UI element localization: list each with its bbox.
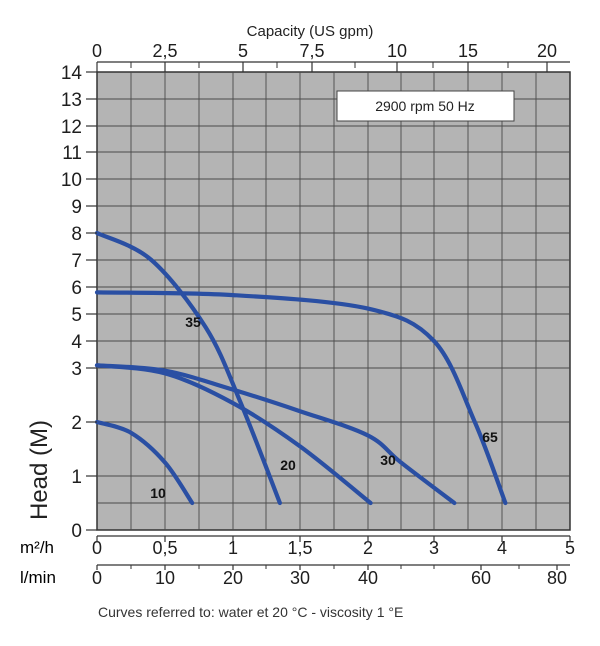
footnote: Curves referred to: water et 20 °C - vis… [98,604,403,620]
m3h-axis: 0 0,5 1 1,5 2 3 4 5 [92,535,575,558]
curve-label-20: 20 [280,457,296,473]
pump-curves [94,230,508,506]
curve-label-65: 65 [482,429,498,445]
y-tick-label: 6 [71,278,82,299]
m3h-tick-label: 3 [429,538,439,558]
y-tick-label: 8 [71,224,82,245]
lmin-tick-label: 20 [223,568,243,588]
top-axis-label: Capacity (US gpm) [247,23,374,40]
top-axis: 0 2,5 5 7,5 10 15 20 [92,41,570,72]
y-tick-label: 14 [61,63,83,84]
lmin-axis: 0 10 20 30 40 60 80 [92,564,570,588]
top-tick-label: 2,5 [152,41,177,61]
m3h-tick-label: 0,5 [152,538,177,558]
lmin-tick-label: 10 [155,568,175,588]
top-tick-label: 20 [537,41,557,61]
y-tick-label: 3 [71,359,82,380]
lmin-axis-label: l/min [20,568,56,587]
m3h-tick-label: 4 [497,538,507,558]
lmin-tick-label: 80 [547,568,567,588]
m3h-tick-label: 2 [363,538,373,558]
m3h-tick-label: 5 [565,538,575,558]
m3h-axis-label: m²/h [20,538,54,557]
curve-label-30: 30 [380,452,396,468]
y-tick-label: 7 [71,251,82,272]
y-tick-label: 5 [71,305,82,326]
m3h-tick-label: 1,5 [287,538,312,558]
lmin-tick-label: 40 [358,568,378,588]
y-tick-label: 13 [61,90,82,111]
y-tick-label: 10 [61,170,82,191]
curve-labels: 10 20 30 35 65 [150,314,498,501]
lmin-tick-label: 60 [471,568,491,588]
top-tick-label: 7,5 [299,41,324,61]
y-tick-label: 12 [61,117,82,138]
top-tick-label: 15 [458,41,478,61]
speed-annotation: 2900 rpm 50 Hz [336,90,515,122]
curve-10 [94,419,195,506]
y-axis-label: Head (M) [26,420,53,520]
curve-label-35: 35 [185,314,201,330]
y-tick-label: 11 [62,143,82,164]
lmin-tick-label: 30 [290,568,310,588]
speed-annotation-text: 2900 rpm 50 Hz [375,98,475,114]
y-tick-label: 1 [71,467,82,488]
top-tick-label: 0 [92,41,102,61]
curve-35 [94,230,282,506]
y-tick-label: 0 [71,521,82,542]
m3h-tick-label: 1 [228,538,238,558]
y-tick-label: 4 [71,332,82,353]
lmin-tick-label: 0 [92,568,102,588]
top-tick-label: 5 [238,41,248,61]
m3h-tick-label: 0 [92,538,102,558]
curve-30 [94,363,457,506]
y-tick-label: 9 [71,197,82,218]
curve-label-10: 10 [150,485,166,501]
top-tick-label: 10 [387,41,407,61]
y-tick-label: 2 [71,413,82,434]
curve-65 [94,290,508,506]
